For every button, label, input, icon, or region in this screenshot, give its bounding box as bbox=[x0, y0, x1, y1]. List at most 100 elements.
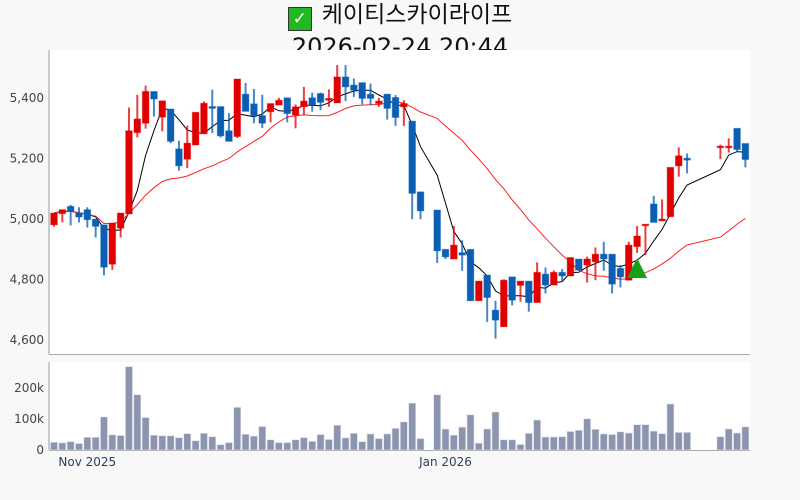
volume-bar bbox=[133, 394, 142, 451]
candle-body-down bbox=[558, 271, 566, 277]
candle bbox=[475, 280, 483, 302]
candle-body-down bbox=[91, 218, 100, 227]
candle bbox=[741, 142, 750, 168]
volume-bar bbox=[166, 435, 175, 451]
volume-bar bbox=[66, 441, 75, 451]
candle bbox=[566, 257, 575, 277]
candle-body-down bbox=[433, 209, 441, 252]
volume-bar bbox=[341, 437, 350, 451]
volume-bar bbox=[100, 416, 108, 451]
candle-body-up bbox=[125, 130, 133, 215]
volume-bar bbox=[624, 432, 633, 451]
candle-body-down bbox=[508, 276, 516, 301]
volume-bar bbox=[141, 417, 150, 451]
candle bbox=[150, 90, 158, 117]
candle bbox=[208, 89, 217, 134]
volume-bar bbox=[91, 437, 100, 451]
volume-bar bbox=[233, 407, 242, 451]
volume-bar bbox=[125, 366, 133, 451]
volume-bar bbox=[441, 428, 450, 451]
volume-bar bbox=[250, 435, 258, 451]
candle bbox=[83, 207, 92, 228]
candle bbox=[525, 280, 533, 312]
volume-bar bbox=[191, 440, 200, 451]
price-tick-label: 5,400 bbox=[10, 91, 44, 105]
candle bbox=[391, 95, 400, 126]
candle-body-down bbox=[574, 258, 583, 271]
candle bbox=[541, 267, 550, 294]
candle bbox=[75, 207, 83, 223]
volume-bar bbox=[408, 402, 416, 451]
candle bbox=[516, 280, 525, 302]
volume-bar bbox=[150, 434, 158, 451]
volume-bar bbox=[724, 428, 733, 451]
candle bbox=[91, 218, 100, 238]
volume-bar bbox=[291, 439, 300, 451]
candle-body-up bbox=[116, 212, 125, 229]
candle-body-up bbox=[674, 155, 683, 167]
candle bbox=[591, 247, 600, 281]
volume-bar bbox=[491, 411, 500, 451]
volume-bar bbox=[525, 433, 533, 451]
candle bbox=[658, 199, 666, 222]
volume-bar bbox=[300, 437, 308, 451]
candle bbox=[508, 276, 516, 306]
candle-body-down bbox=[100, 224, 108, 268]
candle-body-up bbox=[233, 78, 242, 138]
candle bbox=[366, 83, 375, 106]
candle-body-up bbox=[333, 76, 342, 104]
volume-bar bbox=[558, 436, 566, 451]
candle bbox=[241, 82, 250, 112]
volume-bar bbox=[591, 429, 600, 451]
candle-body-up bbox=[624, 244, 633, 281]
candle bbox=[733, 127, 741, 153]
candle bbox=[266, 103, 275, 123]
volume-bar bbox=[275, 442, 283, 451]
volume-bar bbox=[208, 436, 217, 451]
candle-body-down bbox=[649, 203, 658, 223]
volume-bar bbox=[608, 434, 616, 451]
candle-body-down bbox=[75, 212, 83, 218]
candle-body-down bbox=[175, 148, 183, 167]
candle bbox=[558, 269, 566, 282]
candle bbox=[416, 191, 425, 220]
volume-bar bbox=[200, 433, 208, 451]
candle-body-up bbox=[191, 111, 200, 146]
candle-body-down bbox=[250, 103, 258, 117]
candle bbox=[375, 97, 383, 107]
candle-body-up bbox=[550, 271, 558, 286]
candle bbox=[300, 86, 308, 116]
candle bbox=[458, 240, 466, 271]
candle bbox=[408, 120, 416, 220]
volume-bar bbox=[50, 441, 58, 451]
candle bbox=[200, 101, 208, 135]
candle bbox=[316, 92, 325, 111]
candle bbox=[233, 78, 242, 139]
candle bbox=[291, 104, 300, 129]
volume-bar bbox=[641, 424, 650, 451]
candle bbox=[325, 89, 333, 107]
candle-body-down bbox=[225, 130, 233, 142]
chart-title: ✓ 케이티스카이라이프 bbox=[0, 0, 800, 31]
candle-body-up bbox=[516, 280, 525, 286]
candle-body-up bbox=[533, 271, 541, 304]
candle bbox=[433, 209, 441, 263]
date-tick-label: Nov 2025 bbox=[58, 455, 116, 469]
candle bbox=[58, 209, 67, 223]
volume-tick-label: 200k bbox=[14, 381, 44, 395]
candle bbox=[358, 82, 367, 105]
candle-body-up bbox=[724, 145, 733, 149]
volume-bar bbox=[574, 429, 583, 451]
candle-body-down bbox=[350, 84, 358, 91]
candle-body-up bbox=[450, 244, 458, 260]
candle-body-up bbox=[475, 280, 483, 302]
volume-bar bbox=[649, 430, 658, 451]
volume-bar bbox=[391, 428, 400, 451]
volume-bar bbox=[241, 433, 250, 451]
axis-labels: 5,400 5,200 5,000 4,800 4,600 0 100k 200k Nov 20… bbox=[10, 91, 472, 469]
price-tick-label: 5,200 bbox=[10, 152, 44, 166]
candle-body-down bbox=[366, 93, 375, 99]
volume-bar bbox=[333, 424, 342, 451]
volume-bar bbox=[658, 433, 666, 451]
volume-bar bbox=[108, 434, 117, 451]
